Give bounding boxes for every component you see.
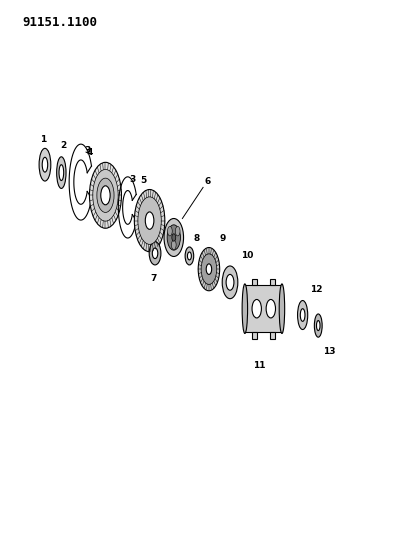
Ellipse shape xyxy=(185,247,194,265)
Ellipse shape xyxy=(242,284,248,334)
Ellipse shape xyxy=(252,300,261,318)
Text: 12: 12 xyxy=(310,285,323,294)
Polygon shape xyxy=(245,285,282,333)
Text: 3: 3 xyxy=(129,175,135,184)
Text: 3: 3 xyxy=(85,146,91,155)
Ellipse shape xyxy=(167,225,181,250)
Ellipse shape xyxy=(171,240,176,249)
Ellipse shape xyxy=(175,227,180,236)
Ellipse shape xyxy=(57,157,66,189)
Text: 7: 7 xyxy=(150,274,156,284)
Bar xyxy=(252,279,257,285)
Ellipse shape xyxy=(145,212,154,229)
Ellipse shape xyxy=(42,157,48,172)
Ellipse shape xyxy=(172,234,176,241)
Text: 13: 13 xyxy=(323,346,335,356)
Ellipse shape xyxy=(89,163,122,228)
Ellipse shape xyxy=(314,314,322,337)
Ellipse shape xyxy=(149,241,161,265)
Ellipse shape xyxy=(164,219,184,256)
Bar xyxy=(270,333,275,339)
Text: 5: 5 xyxy=(141,176,147,185)
Ellipse shape xyxy=(201,254,217,285)
Text: 2: 2 xyxy=(60,141,67,150)
Ellipse shape xyxy=(168,227,172,236)
Ellipse shape xyxy=(101,186,110,205)
Bar xyxy=(270,279,275,285)
Ellipse shape xyxy=(138,197,161,244)
Ellipse shape xyxy=(226,274,234,290)
Text: 6: 6 xyxy=(205,177,211,187)
Text: 4: 4 xyxy=(87,148,93,157)
Ellipse shape xyxy=(300,309,305,321)
Ellipse shape xyxy=(198,247,220,291)
Text: 1: 1 xyxy=(40,135,46,143)
Ellipse shape xyxy=(134,190,165,252)
Ellipse shape xyxy=(279,284,285,334)
Bar xyxy=(252,333,257,339)
Text: 91151.1100: 91151.1100 xyxy=(22,16,97,29)
Ellipse shape xyxy=(59,165,64,181)
Ellipse shape xyxy=(93,169,118,221)
Text: 9: 9 xyxy=(220,234,226,243)
Ellipse shape xyxy=(266,300,276,318)
Ellipse shape xyxy=(187,252,191,260)
Text: 11: 11 xyxy=(253,361,265,370)
Ellipse shape xyxy=(297,301,308,329)
Ellipse shape xyxy=(152,248,158,259)
Ellipse shape xyxy=(206,264,212,274)
Ellipse shape xyxy=(97,178,114,213)
Ellipse shape xyxy=(316,320,320,330)
Ellipse shape xyxy=(222,266,238,298)
Text: 10: 10 xyxy=(241,251,253,260)
Ellipse shape xyxy=(39,148,51,181)
Text: 8: 8 xyxy=(193,234,200,243)
